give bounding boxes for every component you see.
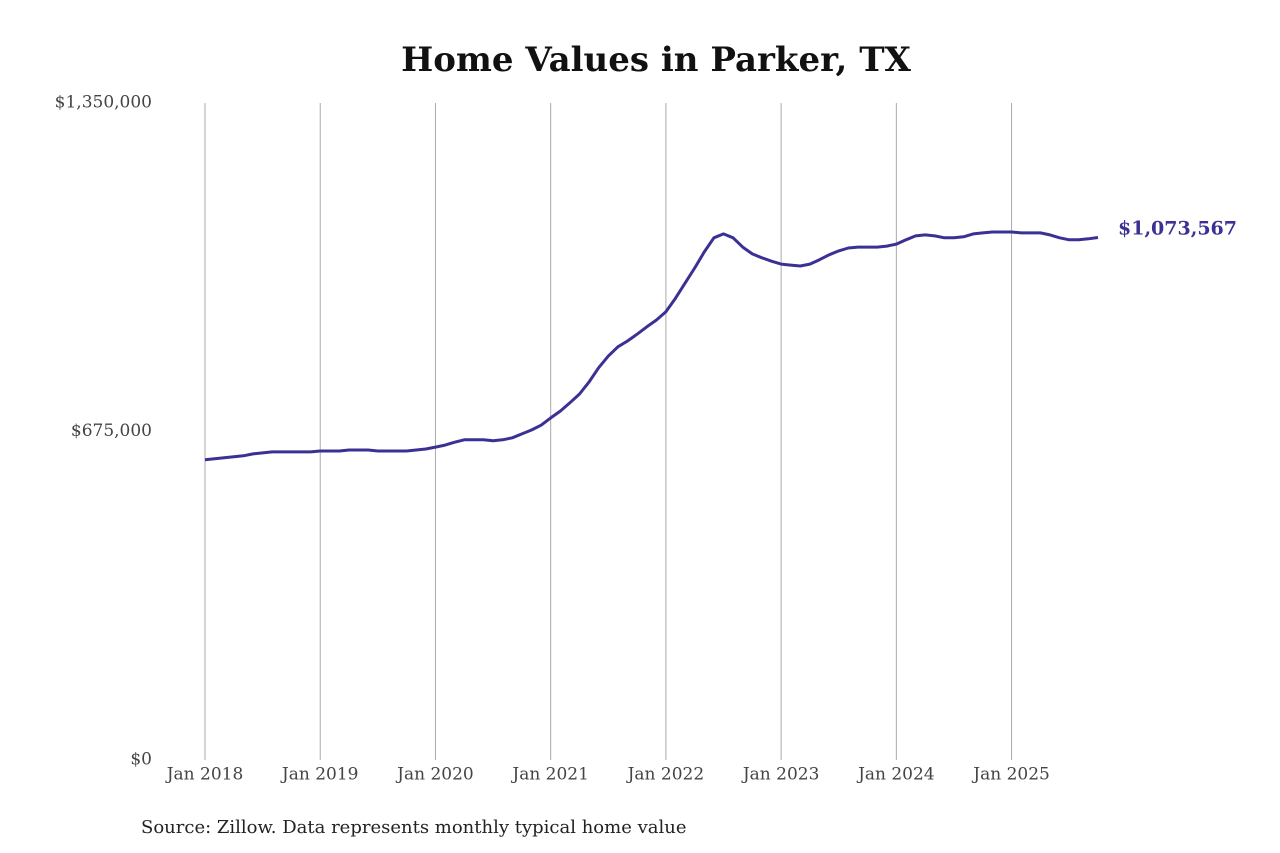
y-tick-label: $675,000 <box>71 421 152 441</box>
x-tick-label: Jan 2025 <box>971 765 1050 785</box>
line <box>204 230 1099 462</box>
x-tick-label: Jan 2019 <box>280 765 359 785</box>
x-tick-label: Jan 2022 <box>626 765 705 785</box>
y-tick-label: $0 <box>130 750 152 770</box>
x-tick-label: Jan 2023 <box>741 765 820 785</box>
x-tick-label: Jan 2020 <box>395 765 474 785</box>
chart-title: Home Values in Parker, TX <box>401 40 911 80</box>
x-tick-label: Jan 2018 <box>165 765 244 785</box>
data-label: $1,073,567 <box>1118 218 1237 240</box>
x-tick-label: Jan 2021 <box>510 765 589 785</box>
x-tick-label: Jan 2024 <box>856 765 935 785</box>
y-tick-label: $1,350,000 <box>55 93 152 113</box>
source-note: Source: Zillow. Data represents monthly … <box>141 817 687 838</box>
